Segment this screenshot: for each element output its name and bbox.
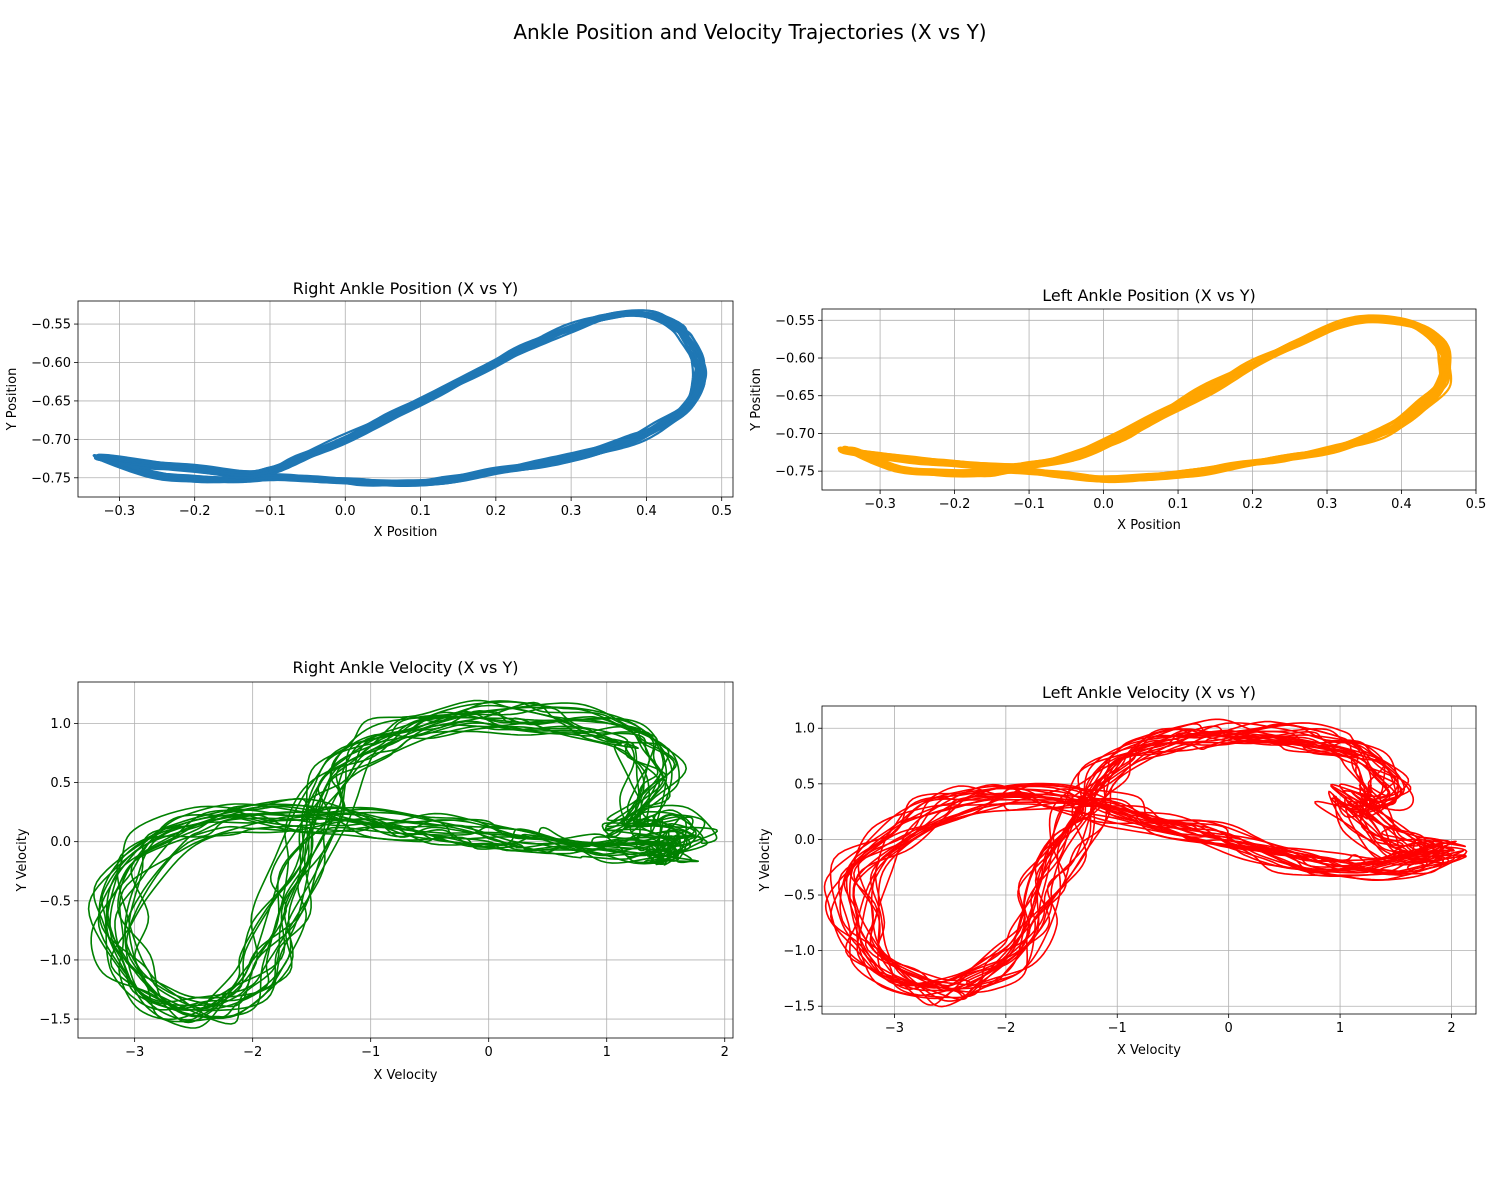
left-ankle-position-axes-frame	[821, 308, 1477, 491]
right-ankle-position-title: Right Ankle Position (X vs Y)	[293, 279, 519, 298]
left-ankle-velocity-y-tick-label: −0.5	[783, 889, 815, 904]
right-ankle-velocity-axes-frame	[77, 681, 734, 1039]
left-ankle-velocity-x-tick-label: 1	[1336, 1021, 1344, 1036]
left-ankle-position-x-tick-label: 0.2	[1242, 497, 1263, 512]
right-ankle-velocity-y-tick-label: 0.0	[50, 835, 71, 850]
right-ankle-position-y-tick-label: −0.75	[31, 471, 71, 486]
left-ankle-position-x-tick-label: 0.5	[1466, 497, 1487, 512]
left-ankle-position-title: Left Ankle Position (X vs Y)	[1042, 286, 1256, 305]
right-ankle-velocity-x-tick-label: 0	[485, 1045, 493, 1060]
left-ankle-velocity-x-tick-label: 0	[1225, 1021, 1233, 1036]
right-ankle-position-trace-group	[92, 309, 708, 487]
right-ankle-velocity-x-tick-label: −1	[361, 1045, 380, 1060]
right-ankle-velocity-x-tick-label: 1	[603, 1045, 611, 1060]
left-ankle-position-y-tick-label: −0.65	[775, 389, 815, 404]
left-ankle-velocity-y-tick-label: −1.5	[783, 1000, 815, 1015]
right-ankle-velocity-cycle-line	[105, 725, 697, 1011]
left-ankle-velocity-y-tick-label: 1.0	[794, 722, 815, 737]
left-ankle-velocity-cycle-line	[830, 739, 1443, 987]
right-ankle-position-x-tick-label: −0.2	[179, 504, 211, 519]
right-ankle-position-cycle-line	[100, 311, 704, 486]
left-ankle-position-x-tick-label: 0.1	[1168, 497, 1189, 512]
left-ankle-velocity-cycle-line	[853, 732, 1451, 1002]
right-ankle-velocity-y-tick-label: −1.0	[39, 953, 71, 968]
right-ankle-position-axes-frame	[77, 300, 734, 498]
right-ankle-velocity-title: Right Ankle Velocity (X vs Y)	[293, 658, 519, 677]
right-ankle-velocity-x-tick-label: 2	[721, 1045, 729, 1060]
right-ankle-position-x-tick-label: −0.1	[254, 504, 286, 519]
right-ankle-velocity-x-tick-label: −3	[125, 1045, 144, 1060]
left-ankle-velocity-y-axis-label: Y Velocity	[758, 828, 773, 892]
left-ankle-velocity-cycle-line	[869, 731, 1455, 989]
left-ankle-position-cycle-line	[841, 316, 1448, 482]
right-ankle-velocity-plot: −3 −2 −1 0 1 2 −1.5 −1.0 −0.5 0.0 0.5 1.0 Right Ankl…	[15, 658, 734, 1083]
left-ankle-position-y-tick-label: −0.60	[775, 352, 815, 367]
left-ankle-velocity-x-axis-label: X Velocity	[1117, 1043, 1181, 1058]
right-ankle-velocity-cycle-line	[114, 702, 681, 1029]
left-ankle-position-x-tick-label: −0.1	[1013, 497, 1045, 512]
left-ankle-velocity-x-tick-label: −2	[996, 1021, 1015, 1036]
right-ankle-position-x-tick-label: 0.2	[486, 504, 507, 519]
right-ankle-velocity-trace-group	[87, 699, 718, 1029]
right-ankle-position-x-tick-label: 0.0	[335, 504, 356, 519]
left-ankle-velocity-title: Left Ankle Velocity (X vs Y)	[1042, 683, 1256, 702]
left-ankle-position-trace-group	[837, 314, 1453, 484]
left-ankle-position-plot: −0.3 −0.2 −0.1 0.0 0.1 0.2 0.3 0.4 0.5 −0.75 −0.70…	[749, 286, 1486, 533]
left-ankle-velocity-y-tick-label: 0.5	[794, 777, 815, 792]
left-ankle-position-cycle-line	[846, 316, 1449, 480]
right-ankle-velocity-cycle-line	[125, 704, 684, 1024]
right-ankle-position-x-tick-label: 0.1	[410, 504, 431, 519]
left-ankle-position-x-tick-label: −0.2	[939, 497, 971, 512]
left-ankle-velocity-cycle-line	[874, 722, 1444, 1000]
right-ankle-position-x-tick-label: 0.3	[561, 504, 582, 519]
left-ankle-position-y-tick-label: −0.55	[775, 314, 815, 329]
right-ankle-position-cycle-line	[100, 313, 708, 486]
right-ankle-position-grid	[78, 301, 733, 497]
left-ankle-position-y-tick-label: −0.75	[775, 465, 815, 480]
right-ankle-velocity-cycle-line	[87, 719, 718, 1003]
left-ankle-velocity-y-tick-label: −1.0	[783, 944, 815, 959]
right-ankle-velocity-cycle-line	[124, 701, 679, 1021]
left-ankle-position-x-axis-label: X Position	[1117, 518, 1181, 533]
right-ankle-velocity-y-tick-label: 1.0	[50, 717, 71, 732]
right-ankle-position-y-tick-label: −0.60	[31, 356, 71, 371]
right-ankle-velocity-x-tick-label: −2	[243, 1045, 262, 1060]
left-ankle-position-x-tick-label: 0.4	[1391, 497, 1412, 512]
figure-title: Ankle Position and Velocity Trajectories…	[513, 20, 986, 44]
left-ankle-velocity-x-tick-label: 2	[1447, 1021, 1455, 1036]
left-ankle-position-x-tick-label: −0.3	[864, 497, 896, 512]
right-ankle-velocity-cycle-line	[109, 699, 691, 1019]
left-ankle-velocity-x-tick-label: −3	[885, 1021, 904, 1036]
right-ankle-position-x-tick-label: 0.4	[636, 504, 657, 519]
left-ankle-velocity-plot: −3 −2 −1 0 1 2 −1.5 −1.0 −0.5 0.0 0.5 1.0 Left Ankle…	[758, 683, 1477, 1058]
left-ankle-position-y-tick-label: −0.70	[775, 427, 815, 442]
right-ankle-position-x-tick-label: −0.3	[104, 504, 136, 519]
left-ankle-position-x-tick-label: 0.3	[1317, 497, 1338, 512]
right-ankle-velocity-y-tick-label: 0.5	[50, 776, 71, 791]
right-ankle-position-x-tick-label: 0.5	[711, 504, 732, 519]
right-ankle-position-y-tick-label: −0.55	[31, 318, 71, 333]
right-ankle-position-y-tick-label: −0.65	[31, 394, 71, 409]
right-ankle-velocity-y-tick-label: −0.5	[39, 894, 71, 909]
right-ankle-velocity-cycle-line	[124, 700, 676, 1023]
right-ankle-position-y-axis-label: Y Position	[5, 368, 20, 432]
right-ankle-velocity-cycle-line	[105, 711, 704, 1011]
left-ankle-velocity-y-tick-label: 0.0	[794, 833, 815, 848]
left-ankle-position-x-tick-label: 0.0	[1093, 497, 1114, 512]
left-ankle-position-y-axis-label: Y Position	[749, 368, 764, 432]
left-ankle-velocity-trace-group	[823, 718, 1468, 1008]
left-ankle-velocity-x-tick-label: −1	[1108, 1021, 1127, 1036]
right-ankle-position-x-axis-label: X Position	[374, 525, 438, 540]
right-ankle-velocity-y-axis-label: Y Velocity	[15, 828, 30, 892]
left-ankle-velocity-axes-frame	[821, 705, 1477, 1015]
left-ankle-velocity-cycle-line	[829, 729, 1451, 990]
right-ankle-position-y-tick-label: −0.70	[31, 433, 71, 448]
right-ankle-velocity-y-tick-label: −1.5	[39, 1013, 71, 1028]
right-ankle-position-plot: −0.3 −0.2 −0.1 0.0 0.1 0.2 0.3 0.4 0.5 −0.75 −0.70…	[5, 279, 734, 540]
right-ankle-velocity-x-axis-label: X Velocity	[373, 1068, 437, 1083]
